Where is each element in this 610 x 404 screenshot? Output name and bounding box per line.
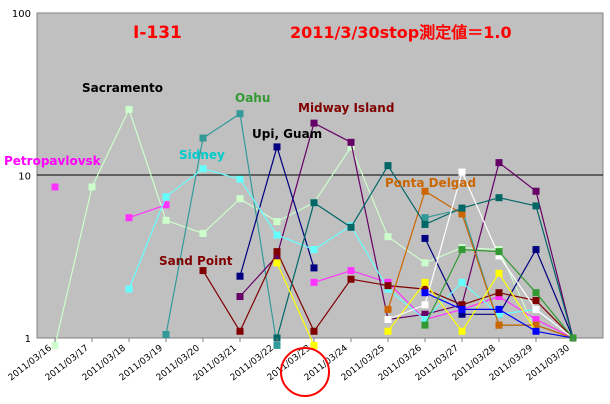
- series-label-ponta-delgad: Ponta Delgad: [385, 176, 476, 190]
- data-point: [384, 282, 392, 290]
- data-point: [273, 218, 281, 226]
- data-point: [495, 321, 503, 329]
- series-line: [387, 170, 574, 339]
- data-point: [347, 275, 355, 283]
- series-label-upi-guam: Upi, Guam: [252, 127, 322, 141]
- data-point: [310, 264, 318, 272]
- data-point: [495, 289, 503, 297]
- data-point: [532, 289, 540, 297]
- data-point: [273, 231, 281, 239]
- data-point: [236, 327, 244, 335]
- data-point: [51, 183, 59, 191]
- data-point: [532, 202, 540, 210]
- data-point: [421, 301, 429, 309]
- data-point: [495, 248, 503, 256]
- data-point: [532, 246, 540, 254]
- data-point: [236, 195, 244, 203]
- data-point: [458, 246, 466, 254]
- data-point: [495, 159, 503, 167]
- highlight-circle: [280, 347, 330, 397]
- data-point: [125, 214, 133, 222]
- chart-title: I-131: [133, 23, 182, 43]
- data-point: [310, 278, 318, 286]
- data-point: [125, 105, 133, 113]
- series-line: [239, 122, 574, 339]
- data-point: [384, 315, 392, 323]
- data-point: [384, 162, 392, 170]
- series-line: [165, 112, 278, 346]
- data-point: [310, 119, 318, 127]
- data-point: [162, 216, 170, 224]
- data-point: [273, 341, 281, 349]
- series-line: [313, 269, 574, 339]
- series-label-oahu: Oahu: [235, 91, 270, 105]
- data-point: [162, 193, 170, 201]
- series-label-sand-point: Sand Point: [159, 254, 233, 268]
- data-point: [347, 267, 355, 275]
- series-label-midway-island: Midway Island: [298, 101, 394, 115]
- data-point: [532, 187, 540, 195]
- data-point: [347, 223, 355, 231]
- data-point: [88, 183, 96, 191]
- data-point: [310, 327, 318, 335]
- data-point: [532, 315, 540, 323]
- data-point: [458, 305, 466, 313]
- y-tick-label: 1: [25, 334, 31, 345]
- data-point: [199, 229, 207, 237]
- data-point: [199, 165, 207, 173]
- chart-subtitle: 2011/3/30stop測定値＝1.0: [290, 23, 512, 42]
- data-point: [495, 194, 503, 202]
- data-point: [421, 214, 429, 222]
- data-point: [51, 341, 59, 349]
- series-label-petropavlovsk: Petropavlovsk: [4, 154, 102, 168]
- data-point: [421, 220, 429, 228]
- data-point: [384, 233, 392, 241]
- data-point: [384, 327, 392, 335]
- data-point: [458, 204, 466, 212]
- data-point: [421, 278, 429, 286]
- data-point: [458, 210, 466, 218]
- data-point: [236, 175, 244, 183]
- data-point: [199, 267, 207, 275]
- data-point: [310, 199, 318, 207]
- series-line: [128, 204, 167, 219]
- series-line: [387, 190, 574, 339]
- data-point: [273, 259, 281, 267]
- y-tick-label: 10: [18, 172, 31, 183]
- data-point: [458, 278, 466, 286]
- series-label-sidney: Sidney: [179, 148, 225, 162]
- data-point: [532, 297, 540, 305]
- series-label-sacramento: Sacramento: [82, 81, 163, 95]
- data-point: [384, 305, 392, 313]
- series-line: [276, 262, 315, 346]
- data-point: [199, 134, 207, 142]
- data-point: [495, 305, 503, 313]
- series-midway-island: [236, 119, 577, 342]
- data-point: [495, 269, 503, 277]
- data-point: [458, 327, 466, 335]
- data-point: [347, 138, 355, 146]
- data-point: [421, 259, 429, 267]
- data-point: [458, 168, 466, 176]
- data-point: [310, 341, 318, 349]
- data-point: [532, 327, 540, 335]
- data-point: [236, 272, 244, 280]
- data-point: [310, 246, 318, 254]
- data-point: [273, 143, 281, 151]
- series-label-layer: Sacramento Petropavlovsk Oahu Midway Island…: [4, 81, 476, 268]
- data-point: [421, 187, 429, 195]
- y-tick-label: 100: [12, 9, 31, 20]
- data-point: [162, 331, 170, 339]
- data-point: [236, 293, 244, 301]
- data-point: [421, 234, 429, 242]
- data-point: [421, 321, 429, 329]
- data-point: [532, 305, 540, 313]
- data-point: [273, 248, 281, 256]
- data-point: [236, 110, 244, 118]
- data-point: [125, 285, 133, 293]
- data-point: [421, 289, 429, 297]
